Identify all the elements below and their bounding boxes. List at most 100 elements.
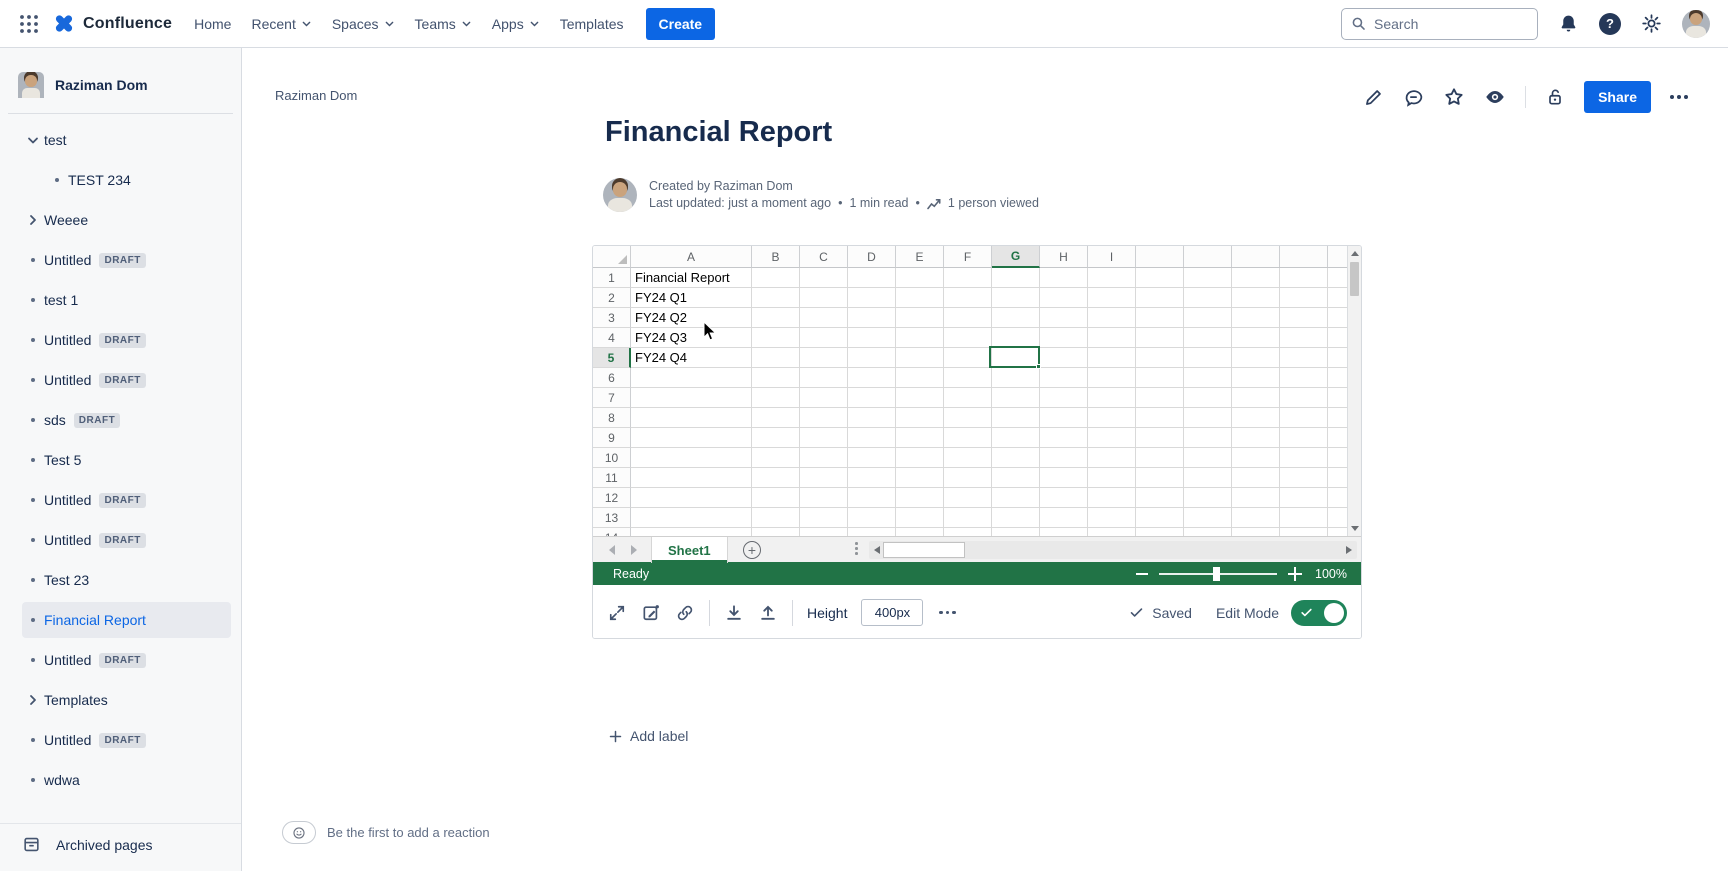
- cell-D14[interactable]: [848, 528, 896, 536]
- create-button[interactable]: Create: [645, 7, 716, 40]
- column-header-G[interactable]: G: [992, 246, 1040, 268]
- unlock-icon[interactable]: [1545, 87, 1565, 107]
- cell-H10[interactable]: [1040, 448, 1088, 468]
- cell-C7[interactable]: [800, 388, 848, 408]
- cell-C12[interactable]: [800, 488, 848, 508]
- cell-E12[interactable]: [896, 488, 944, 508]
- sidebar-item-test[interactable]: test: [22, 122, 231, 158]
- select-all-corner[interactable]: [593, 246, 631, 268]
- cell-B7[interactable]: [752, 388, 800, 408]
- cell-H13[interactable]: [1040, 508, 1088, 528]
- cell-G5[interactable]: [992, 348, 1040, 368]
- cell-C5[interactable]: [800, 348, 848, 368]
- cell-H7[interactable]: [1040, 388, 1088, 408]
- scroll-up-icon[interactable]: [1351, 251, 1359, 256]
- cell-E1[interactable]: [896, 268, 944, 288]
- cell-E8[interactable]: [896, 408, 944, 428]
- user-avatar[interactable]: [1682, 9, 1710, 38]
- cell-F12[interactable]: [944, 488, 992, 508]
- sidebar-item-test-5[interactable]: Test 5: [22, 442, 231, 478]
- cell-H14[interactable]: [1040, 528, 1088, 536]
- cell-C3[interactable]: [800, 308, 848, 328]
- cell-I3[interactable]: [1088, 308, 1136, 328]
- embed-more-icon[interactable]: [939, 610, 956, 615]
- link-icon[interactable]: [675, 603, 695, 623]
- cell-G2[interactable]: [992, 288, 1040, 308]
- cell-E2[interactable]: [896, 288, 944, 308]
- cell-H5[interactable]: [1040, 348, 1088, 368]
- cell-D3[interactable]: [848, 308, 896, 328]
- chevron-down-icon[interactable]: [22, 133, 44, 147]
- cell-F6[interactable]: [944, 368, 992, 388]
- row-header-4[interactable]: 4: [593, 328, 631, 348]
- cell-C11[interactable]: [800, 468, 848, 488]
- column-header-E[interactable]: E: [896, 246, 944, 268]
- sidebar-item-test-23[interactable]: Test 23: [22, 562, 231, 598]
- cell-B14[interactable]: [752, 528, 800, 536]
- cell-A3[interactable]: FY24 Q2: [631, 308, 752, 328]
- sidebar-item-wdwa[interactable]: wdwa: [22, 762, 231, 798]
- cell-F3[interactable]: [944, 308, 992, 328]
- cell-A13[interactable]: [631, 508, 752, 528]
- cell-B3[interactable]: [752, 308, 800, 328]
- cell-A4[interactable]: FY24 Q3: [631, 328, 752, 348]
- cell-D13[interactable]: [848, 508, 896, 528]
- cell-B1[interactable]: [752, 268, 800, 288]
- cell-E11[interactable]: [896, 468, 944, 488]
- search-input[interactable]: [1374, 15, 1555, 32]
- cell-G13[interactable]: [992, 508, 1040, 528]
- cell-D4[interactable]: [848, 328, 896, 348]
- cell-G8[interactable]: [992, 408, 1040, 428]
- cell-G14[interactable]: [992, 528, 1040, 536]
- sidebar-item-templates[interactable]: Templates: [22, 682, 231, 718]
- cell-A6[interactable]: [631, 368, 752, 388]
- star-icon[interactable]: [1443, 86, 1465, 108]
- sheet-tab[interactable]: Sheet1: [651, 537, 728, 563]
- cell-G11[interactable]: [992, 468, 1040, 488]
- sidebar-item-sds[interactable]: sds DRAFT: [22, 402, 231, 438]
- cell-H11[interactable]: [1040, 468, 1088, 488]
- scroll-left-icon[interactable]: [874, 545, 880, 554]
- sidebar-item-untitled[interactable]: Untitled DRAFT: [22, 642, 231, 678]
- column-header-H[interactable]: H: [1040, 246, 1088, 268]
- chevron-right-icon[interactable]: [22, 213, 44, 227]
- author-avatar[interactable]: [603, 178, 637, 212]
- sheet-nav-right-icon[interactable]: [631, 545, 637, 555]
- cell-E14[interactable]: [896, 528, 944, 536]
- cell-C13[interactable]: [800, 508, 848, 528]
- sidebar-item-weeee[interactable]: Weeee: [22, 202, 231, 238]
- cell-D9[interactable]: [848, 428, 896, 448]
- cell-B5[interactable]: [752, 348, 800, 368]
- row-header-8[interactable]: 8: [593, 408, 631, 428]
- cell-G1[interactable]: [992, 268, 1040, 288]
- cell-F11[interactable]: [944, 468, 992, 488]
- add-label-button[interactable]: Add label: [608, 728, 688, 744]
- row-header-1[interactable]: 1: [593, 268, 631, 288]
- cell-G12[interactable]: [992, 488, 1040, 508]
- sidebar-item-untitled[interactable]: Untitled DRAFT: [22, 322, 231, 358]
- more-icon[interactable]: [1670, 95, 1688, 99]
- cell-I4[interactable]: [1088, 328, 1136, 348]
- row-header-5[interactable]: 5: [593, 348, 631, 368]
- height-input[interactable]: [861, 599, 924, 626]
- cell-G4[interactable]: [992, 328, 1040, 348]
- cell-I10[interactable]: [1088, 448, 1136, 468]
- cell-B11[interactable]: [752, 468, 800, 488]
- sidebar-item-test-234[interactable]: TEST 234: [22, 162, 231, 198]
- row-header-6[interactable]: 6: [593, 368, 631, 388]
- cell-H8[interactable]: [1040, 408, 1088, 428]
- cell-C2[interactable]: [800, 288, 848, 308]
- cell-H12[interactable]: [1040, 488, 1088, 508]
- cell-A7[interactable]: [631, 388, 752, 408]
- sheet-nav-left-icon[interactable]: [609, 545, 615, 555]
- cell-B4[interactable]: [752, 328, 800, 348]
- space-header[interactable]: Raziman Dom: [0, 48, 241, 98]
- cell-B6[interactable]: [752, 368, 800, 388]
- zoom-slider[interactable]: [1159, 566, 1278, 581]
- cell-A14[interactable]: [631, 528, 752, 536]
- watch-eye-icon[interactable]: [1484, 86, 1506, 108]
- add-reaction-button[interactable]: [282, 821, 316, 844]
- cell-C14[interactable]: [800, 528, 848, 536]
- cell-E7[interactable]: [896, 388, 944, 408]
- cell-A9[interactable]: [631, 428, 752, 448]
